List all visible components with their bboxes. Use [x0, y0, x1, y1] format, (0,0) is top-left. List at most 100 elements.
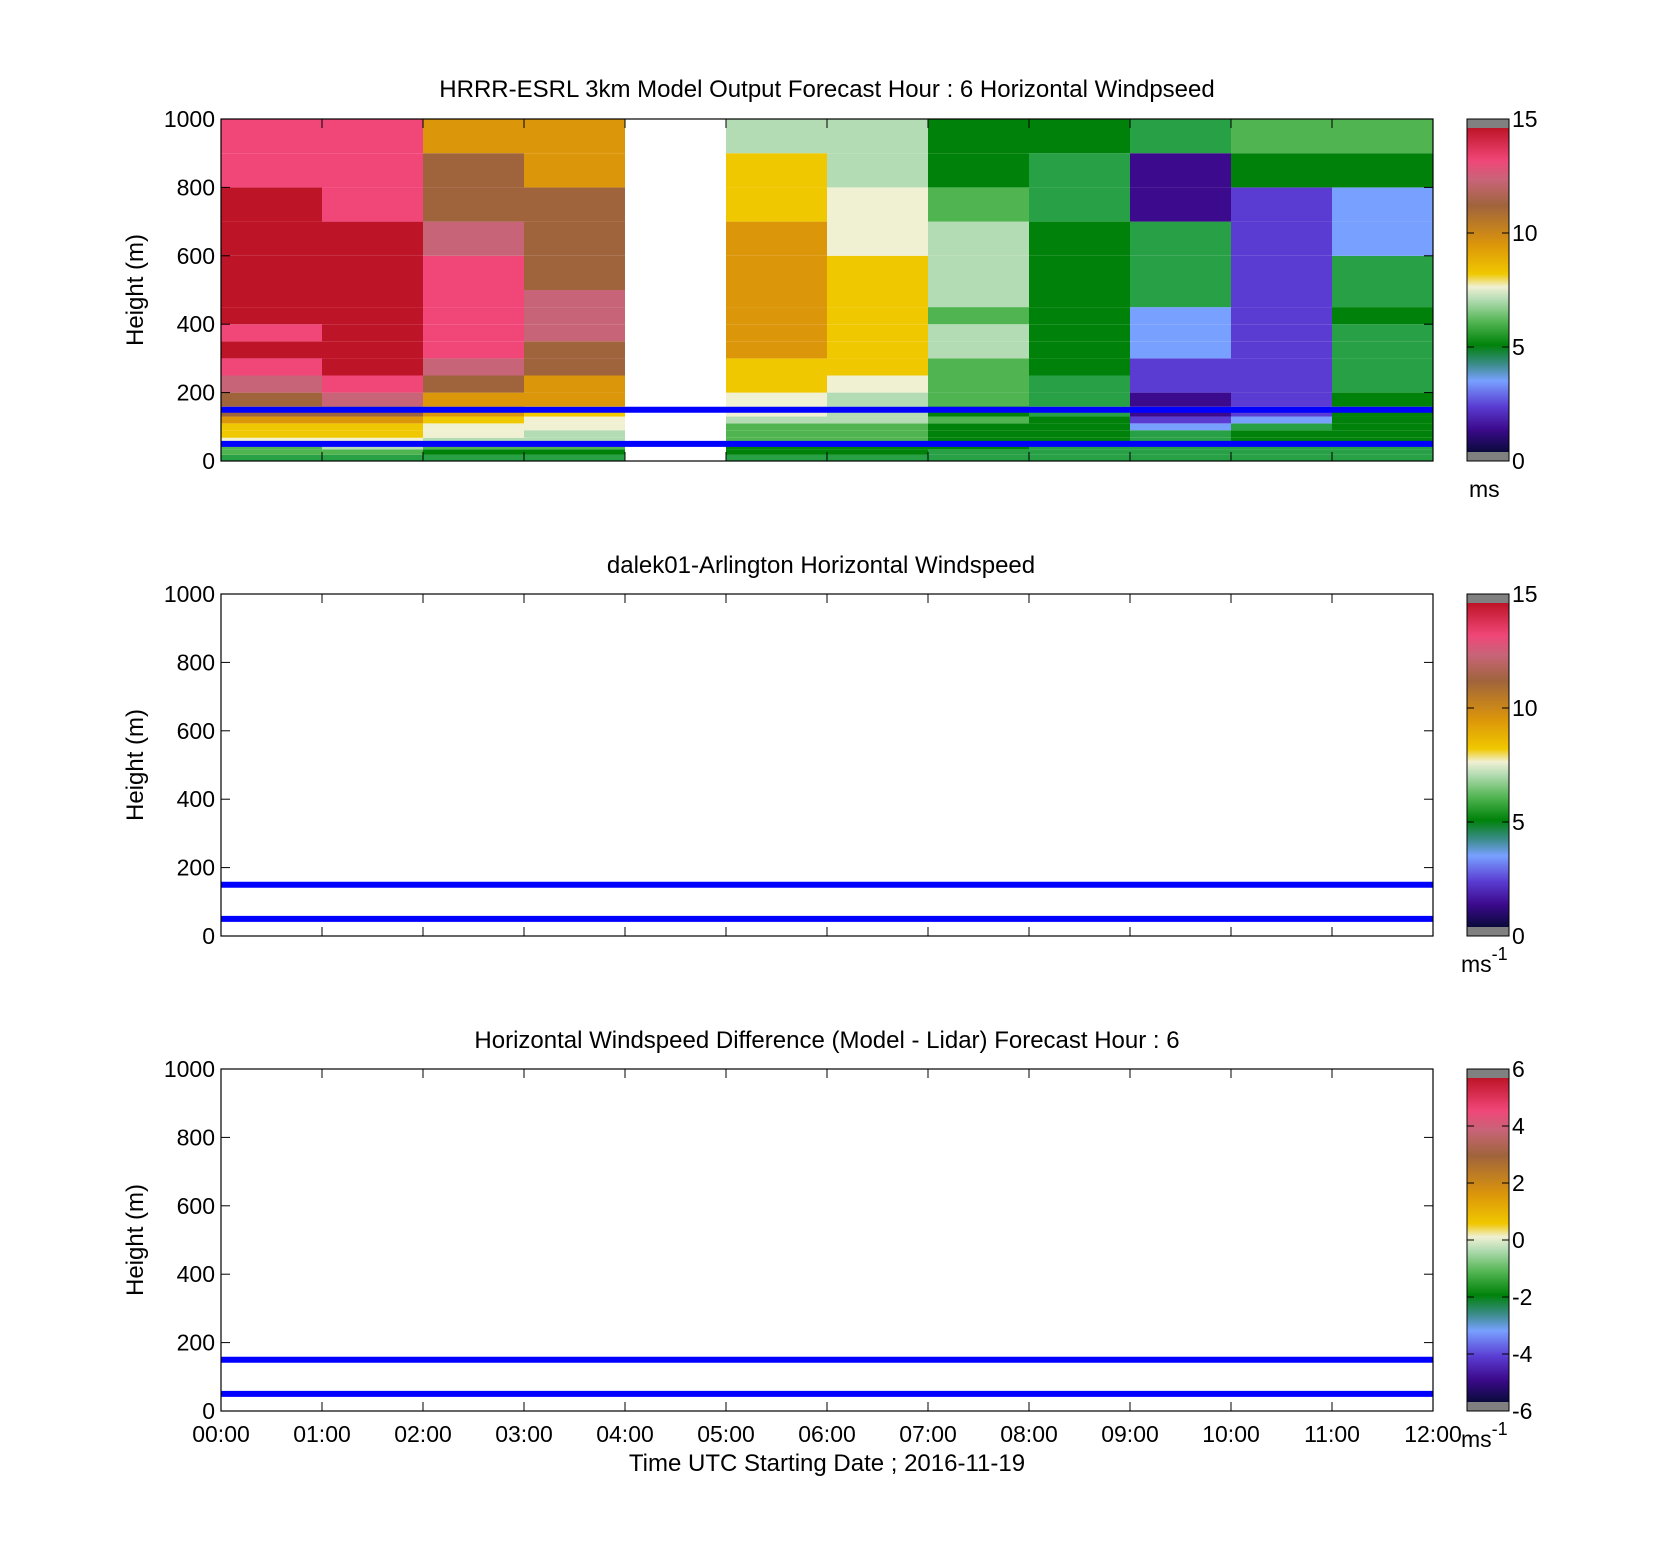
- heatmap-cell: [524, 358, 625, 376]
- colorbar-tick-label: 10: [1512, 695, 1538, 721]
- y-tick-label: 1000: [164, 1056, 215, 1082]
- heatmap-cell: [726, 307, 827, 325]
- heatmap-cell: [1130, 358, 1231, 376]
- heatmap-cell: [322, 153, 423, 188]
- heatmap-cell: [1130, 423, 1231, 431]
- heatmap-cell: [827, 255, 928, 290]
- y-tick-label: 0: [202, 1398, 215, 1424]
- heatmap-cell: [423, 416, 524, 424]
- heatmap-cell: [221, 341, 322, 359]
- heatmap-cell: [1130, 375, 1231, 393]
- heatmap-cell: [1130, 153, 1231, 188]
- heatmap-cell: [524, 375, 625, 393]
- heatmap-cell: [928, 255, 1029, 290]
- y-tick-label: 0: [202, 448, 215, 474]
- heatmap-cell: [726, 430, 827, 438]
- heatmap-cell: [221, 290, 322, 308]
- heatmap-cell: [726, 255, 827, 290]
- heatmap-cell: [524, 341, 625, 359]
- y-tick-label: 400: [177, 311, 215, 337]
- heatmap-cell: [726, 119, 827, 154]
- heatmap-cell: [322, 324, 423, 342]
- y-tick-label: 600: [177, 1193, 215, 1219]
- heatmap-cell: [423, 392, 524, 407]
- x-tick-label: 05:00: [697, 1421, 755, 1447]
- heatmap-cell: [322, 187, 423, 222]
- heatmap-cell: [1029, 341, 1130, 359]
- panel-model-title: HRRR-ESRL 3km Model Output Forecast Hour…: [439, 76, 1214, 103]
- colorbar-tick-label: 0: [1512, 1227, 1525, 1253]
- heatmap-cell: [1029, 430, 1130, 438]
- heatmap-cell: [1029, 358, 1130, 376]
- y-tick-label: 200: [177, 855, 215, 881]
- heatmap-cell: [1130, 255, 1231, 290]
- colorbar-unit-superscript: -1: [1492, 944, 1508, 964]
- heatmap-cell: [827, 290, 928, 308]
- heatmap-cell: [1029, 449, 1130, 455]
- heatmap-cell: [221, 449, 322, 455]
- colorbar-unit: ms-1: [1461, 944, 1508, 977]
- heatmap-cell: [827, 119, 928, 154]
- heatmap-cell: [221, 416, 322, 424]
- heatmap-cell: [524, 449, 625, 455]
- heatmap-cell: [726, 153, 827, 188]
- colorbar-under: [1467, 927, 1509, 936]
- heatmap-cell: [1231, 423, 1332, 431]
- panel-lidar-ticks: 0 200 400 600 800 1000: [164, 581, 1434, 949]
- panel-difference-xlabel: Time UTC Starting Date ; 2016-11-19: [629, 1450, 1025, 1477]
- heatmap-cell: [322, 341, 423, 359]
- heatmap-cell: [1332, 416, 1433, 424]
- heatmap-cell: [726, 437, 827, 443]
- panel-model-reference-lines: [221, 406, 1433, 447]
- heatmap-cell: [928, 437, 1029, 443]
- colorbar-tick-label: 4: [1512, 1113, 1525, 1139]
- heatmap-cell: [322, 119, 423, 154]
- heatmap-cell: [928, 307, 1029, 325]
- x-tick-label: 07:00: [899, 1421, 957, 1447]
- heatmap-cell: [524, 255, 625, 290]
- heatmap-cell: [928, 454, 1029, 461]
- colorbar-tick-label: 0: [1512, 448, 1525, 474]
- x-tick-label: 09:00: [1101, 1421, 1159, 1447]
- heatmap-cell: [423, 341, 524, 359]
- heatmap-cell: [827, 307, 928, 325]
- heatmap-cell: [524, 153, 625, 188]
- heatmap-cell: [1332, 153, 1433, 188]
- heatmap-cell: [423, 430, 524, 438]
- heatmap-cell: [524, 221, 625, 256]
- heatmap-cell: [524, 437, 625, 443]
- heatmap-cell: [726, 290, 827, 308]
- colorbar-over: [1467, 594, 1509, 603]
- colorbar-under: [1467, 452, 1509, 461]
- heatmap-cell: [1130, 119, 1231, 154]
- heatmap-cell: [221, 358, 322, 376]
- heatmap-cell: [1231, 454, 1332, 461]
- y-tick-label: 0: [202, 923, 215, 949]
- heatmap-cell: [928, 119, 1029, 154]
- y-tick-label: 1000: [164, 106, 215, 132]
- heatmap-cell: [423, 375, 524, 393]
- x-tick-label: 01:00: [293, 1421, 351, 1447]
- heatmap-cell: [322, 290, 423, 308]
- heatmap-cell: [1130, 341, 1231, 359]
- heatmap-cell: [221, 392, 322, 407]
- heatmap-cell: [827, 449, 928, 455]
- x-tick-label: 11:00: [1304, 1421, 1360, 1447]
- y-tick-label: 200: [177, 1330, 215, 1356]
- colorbar-over: [1467, 1069, 1509, 1078]
- heatmap-cell: [1231, 153, 1332, 188]
- heatmap-cell: [928, 187, 1029, 222]
- heatmap-cell: [1332, 358, 1433, 376]
- heatmap-cell: [322, 454, 423, 461]
- heatmap-cell: [423, 119, 524, 154]
- heatmap-cell: [1029, 454, 1130, 461]
- y-tick-label: 400: [177, 1261, 215, 1287]
- heatmap-cell: [221, 119, 322, 154]
- heatmap-cell: [726, 423, 827, 431]
- heatmap-cell: [1332, 454, 1433, 461]
- heatmap-cell: [928, 221, 1029, 256]
- heatmap-cell: [322, 416, 423, 424]
- heatmap-cell: [1332, 255, 1433, 290]
- x-tick-label: 10:00: [1202, 1421, 1260, 1447]
